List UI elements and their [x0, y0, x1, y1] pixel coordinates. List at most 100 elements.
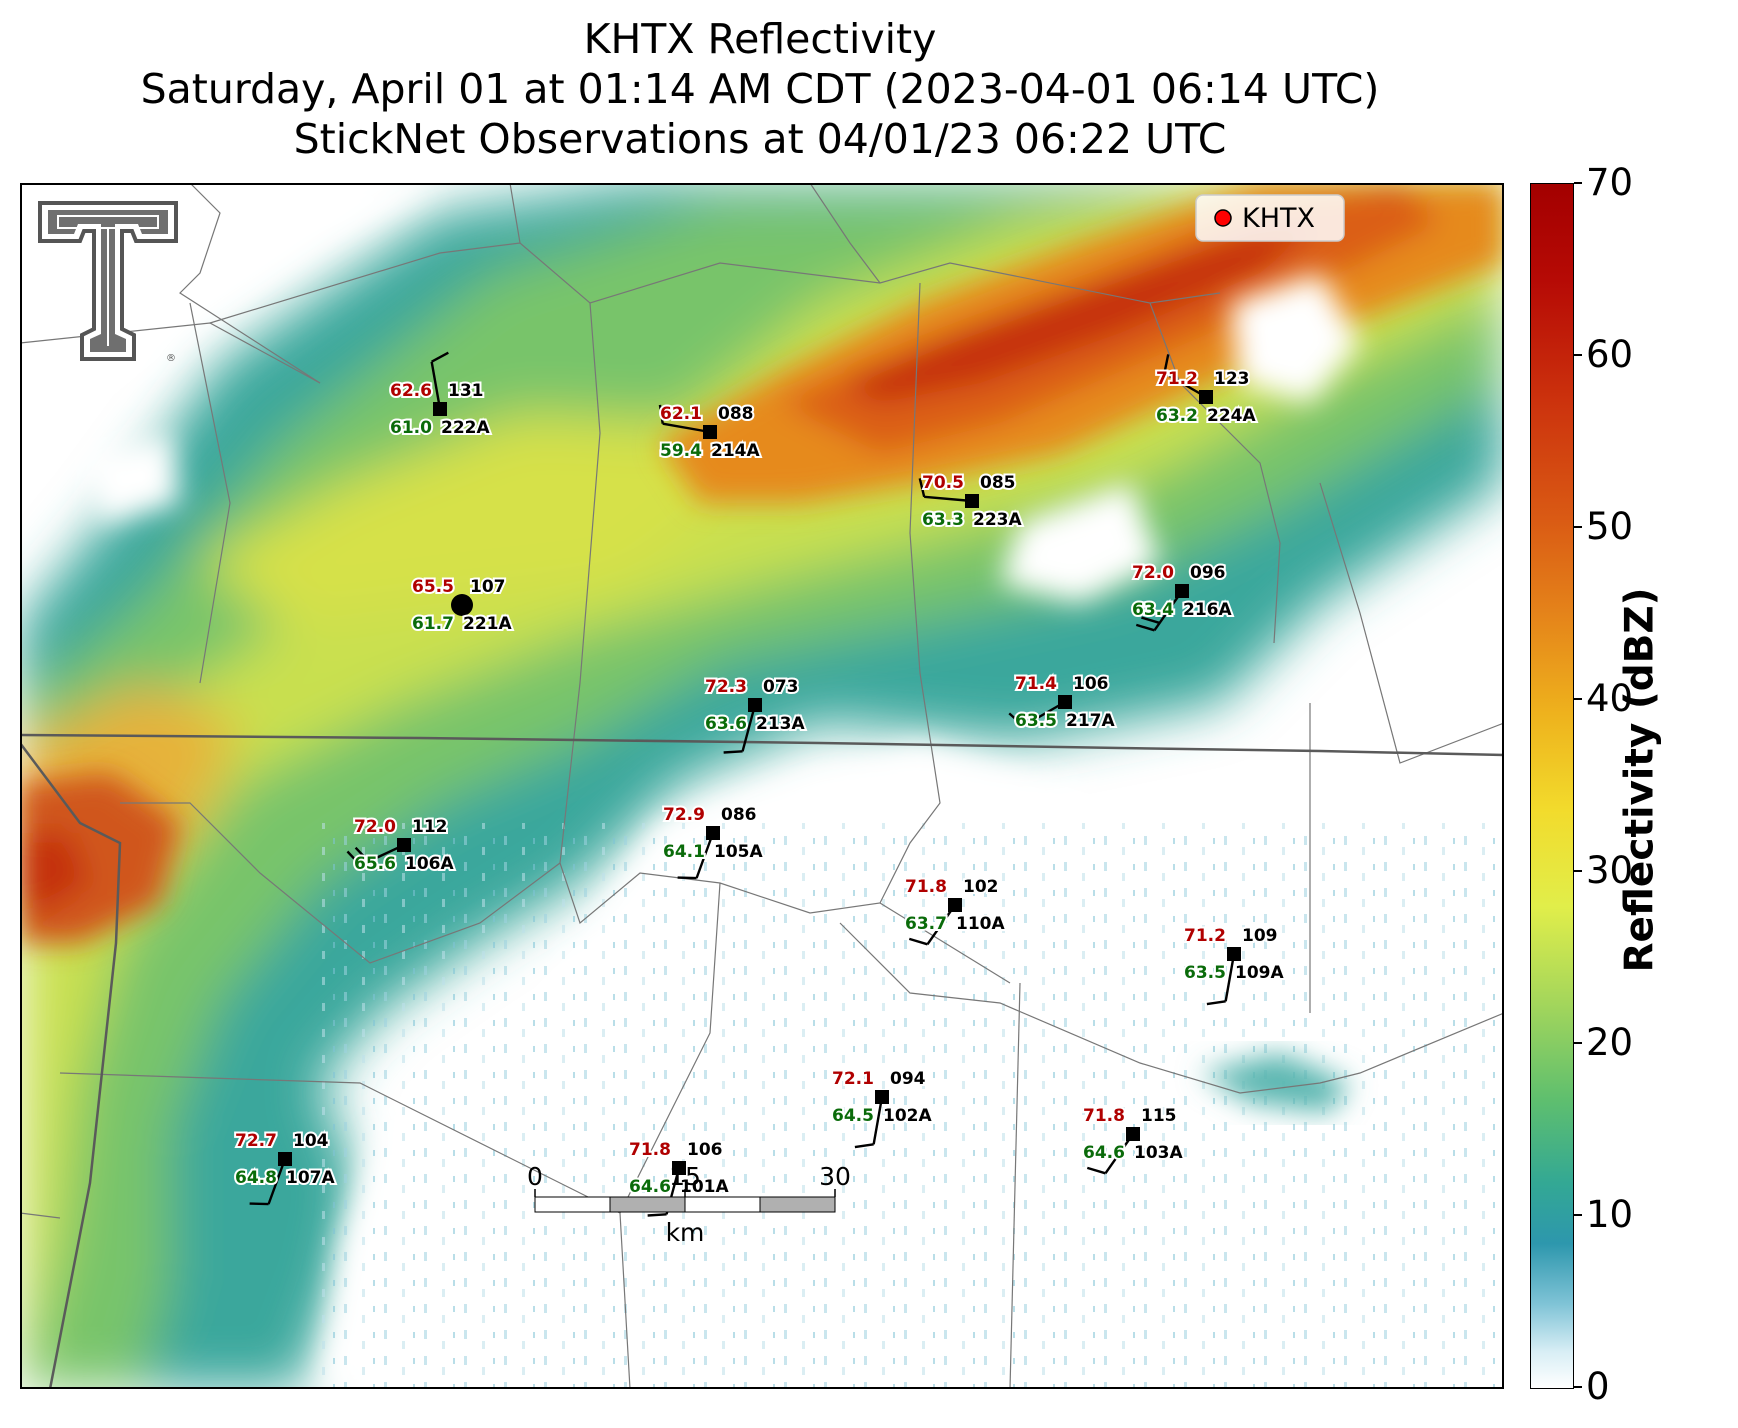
station-dewpoint: 63.2 [1156, 406, 1198, 426]
colorbar-tick-label-60: 60 [1586, 333, 1634, 376]
station-marker [672, 1161, 686, 1175]
station-id: 217A [1066, 711, 1115, 731]
state-boundaries [20, 733, 1504, 1389]
station-pressure: 112 [412, 817, 448, 837]
colorbar-tick [1574, 354, 1582, 356]
station-106A[interactable]: 72.0 112 65.6 106A [346, 815, 456, 876]
wind-barb-flag [723, 750, 743, 754]
station-dewpoint: 61.7 [412, 614, 454, 634]
station-marker [948, 898, 962, 912]
wind-barb-flag [354, 846, 370, 863]
station-pressure: 094 [890, 1069, 926, 1089]
station-pressure: 086 [721, 805, 757, 825]
radar-map-panel[interactable]: 62.6 131 61.0 222A 62.1 088 59.4 214A 71.2 123 63.… [20, 183, 1504, 1389]
wind-barb-flag [1163, 354, 1170, 374]
station-dewpoint: 63.3 [922, 510, 964, 530]
station-marker [278, 1152, 292, 1166]
wind-barb-staff [924, 495, 973, 503]
station-dewpoint: 64.5 [832, 1106, 874, 1126]
station-dewpoint: 63.5 [1015, 711, 1057, 731]
colorbar-tick [1574, 182, 1582, 184]
station-dewpoint: 64.6 [629, 1177, 671, 1197]
wind-barb-staff [741, 704, 757, 752]
station-pressure: 073 [763, 677, 799, 697]
wind-barb-flag [1135, 623, 1155, 632]
station-temp: 62.6 [390, 381, 432, 401]
station-213A[interactable]: 72.3 073 63.6 213A [703, 675, 807, 754]
colorbar-tick [1574, 1214, 1582, 1216]
station-id: 222A [441, 418, 490, 438]
station-id: 106A [405, 854, 454, 874]
station-marker [1126, 1127, 1140, 1141]
station-marker [1175, 584, 1189, 598]
station-223A[interactable]: 70.5 085 63.3 223A [918, 471, 1024, 532]
station-id: 214A [711, 441, 760, 461]
scale-label-0: 0 [527, 1162, 543, 1191]
wind-barb-staff [430, 361, 442, 410]
colorbar: 0 10 20 30 40 50 60 70 [1530, 163, 1633, 1407]
station-pressure: 102 [963, 877, 999, 897]
station-dewpoint: 63.5 [1184, 963, 1226, 983]
station-dewpoint: 63.6 [705, 714, 747, 734]
station-dewpoint: 65.6 [354, 854, 396, 874]
station-214A[interactable]: 62.1 088 59.4 214A [658, 402, 762, 463]
station-marker [433, 402, 447, 416]
wind-barb-flag [249, 1202, 269, 1206]
station-marker [965, 494, 979, 508]
station-221A[interactable]: 65.5 107 61.7 221A [410, 575, 514, 636]
station-dewpoint: 59.4 [660, 441, 702, 461]
colorbar-tick [1574, 1386, 1582, 1388]
station-temp: 62.1 [660, 404, 702, 424]
station-marker [706, 826, 720, 840]
station-222A[interactable]: 62.6 131 61.0 222A [388, 351, 492, 440]
station-id: 101A [680, 1177, 729, 1197]
station-marker [1227, 947, 1241, 961]
wind-barb-flag [346, 850, 362, 867]
station-224A[interactable]: 71.2 123 63.2 224A [1154, 354, 1258, 428]
title-line-sticknet: StickNet Observations at 04/01/23 06:22 … [293, 115, 1227, 163]
station-dewpoint: 61.0 [390, 418, 432, 438]
wind-barb-flag [658, 404, 664, 424]
station-217A[interactable]: 71.4 106 63.5 217A [1008, 672, 1117, 733]
station-temp: 71.2 [1184, 926, 1226, 946]
wind-barb-flag [1141, 616, 1160, 625]
station-pressure: 085 [980, 473, 1016, 493]
station-id: 221A [463, 614, 512, 634]
colorbar-tick-label-20: 20 [1586, 1021, 1634, 1064]
station-107A[interactable]: 72.7 104 64.8 107A [233, 1129, 337, 1206]
colorbar-tick [1574, 1042, 1582, 1044]
station-id: 107A [286, 1168, 335, 1188]
texas-tech-logo-icon: ® [38, 201, 178, 364]
station-id: 213A [756, 714, 805, 734]
chart-title: KHTX Reflectivity Saturday, April 01 at … [20, 14, 1500, 164]
station-101A[interactable]: 71.8 106 64.6 101A [627, 1138, 731, 1217]
scale-bar: 0 15 30 km [527, 1162, 851, 1247]
station-temp: 72.0 [354, 817, 396, 837]
station-temp: 72.1 [832, 1069, 874, 1089]
station-dewpoint: 64.6 [1083, 1143, 1125, 1163]
station-id: 224A [1207, 406, 1256, 426]
scale-label-30: 30 [819, 1162, 851, 1191]
scale-label-15: 15 [669, 1162, 701, 1191]
svg-text:®: ® [166, 353, 176, 364]
station-temp: 72.3 [705, 677, 747, 697]
wind-barb-staff [695, 832, 715, 879]
wind-barb-staff [1224, 953, 1236, 1002]
station-temp: 71.2 [1156, 369, 1198, 389]
station-102A[interactable]: 72.1 094 64.5 102A [830, 1067, 934, 1149]
station-103A[interactable]: 71.8 115 64.6 103A [1081, 1104, 1185, 1175]
station-105A[interactable]: 72.9 086 64.1 105A [661, 803, 765, 880]
wind-barb-staff [662, 422, 711, 434]
title-line-time: Saturday, April 01 at 01:14 AM CDT (2023… [140, 65, 1380, 113]
station-109A[interactable]: 71.2 109 63.5 109A [1182, 924, 1286, 1006]
wind-barb-staff [267, 1158, 287, 1205]
wind-barb-flag [1206, 1000, 1226, 1006]
station-110A[interactable]: 71.8 102 63.7 110A [903, 875, 1007, 946]
station-temp: 71.4 [1015, 674, 1057, 694]
colorbar-tick [1574, 698, 1582, 700]
station-temp: 72.0 [1132, 563, 1174, 583]
station-marker [875, 1090, 889, 1104]
station-id: 216A [1183, 600, 1232, 620]
colorbar-title: Reflectivity (dBZ) [1617, 587, 1663, 973]
station-216A[interactable]: 72.0 096 63.4 216A [1130, 561, 1234, 632]
